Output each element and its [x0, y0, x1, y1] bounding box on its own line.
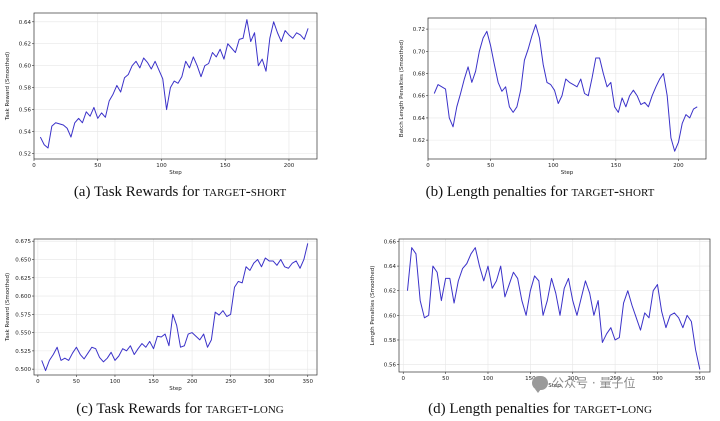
plot-frame [427, 17, 707, 160]
caption-a: (a) Task Rewards for target-short [0, 184, 360, 201]
x-tick-label: 300 [264, 379, 275, 385]
y-axis-label: Task Reward (Smoothed) [5, 273, 11, 342]
x-tick-label: 350 [302, 379, 313, 385]
x-tick-label: 200 [187, 379, 198, 385]
y-tick-label: 0.500 [15, 367, 31, 373]
x-tick-label: 50 [73, 379, 80, 385]
y-tick-label: 0.58 [384, 338, 397, 344]
x-axis-label: Step [548, 383, 561, 389]
x-tick-label: 350 [695, 376, 706, 382]
y-tick-label: 0.56 [19, 108, 32, 114]
y-tick-label: 0.64 [413, 116, 426, 122]
chart-a: 0.52 0.54 0.56 0.58 0.60 0.62 0.64 0 50 100 150 200… [5, 12, 318, 176]
caption-a-smallcaps: target-short [203, 184, 287, 200]
chart-b: 0.62 0.64 0.66 0.68 0.70 0.72 0 50 100 150 200 Step… [399, 17, 707, 176]
y-tick-label: 0.68 [413, 72, 426, 78]
panel-c: 0.500 0.525 0.550 0.575 0.600 0.625 0.650 0.675… [0, 225, 360, 421]
x-axis-label: Step [169, 386, 182, 392]
x-tick-label: 150 [148, 379, 159, 385]
y-tick-label: 0.64 [19, 20, 32, 26]
caption-d-smallcaps: target-long [573, 401, 652, 417]
y-tick-label: 0.66 [384, 239, 397, 245]
x-tick-label: 0 [32, 163, 36, 169]
x-axis-label: Step [561, 170, 574, 176]
caption-d-prefix: (d) Length penalties for [428, 401, 574, 417]
x-tick-label: 50 [442, 376, 449, 382]
x-tick-label: 0 [401, 376, 405, 382]
x-tick-label: 100 [483, 376, 494, 382]
y-axis-label: Length Penalties (Smoothed) [370, 266, 376, 346]
panel-b: 0.62 0.64 0.66 0.68 0.70 0.72 0 50 100 150 200 Step… [360, 0, 720, 210]
x-tick-label: 0 [426, 163, 430, 169]
chart-c: 0.500 0.525 0.550 0.575 0.600 0.625 0.650 0.675… [5, 238, 318, 392]
plot-frame [398, 238, 711, 373]
plot-frame [33, 12, 318, 160]
panel-a: 0.52 0.54 0.56 0.58 0.60 0.62 0.64 0 50 100 150 200… [0, 0, 360, 210]
series-line [406, 247, 701, 370]
y-tick-label: 0.54 [19, 130, 32, 136]
x-tick-label: 200 [673, 163, 684, 169]
plot-frame [33, 238, 318, 376]
y-tick-label: 0.575 [15, 312, 31, 318]
y-tick-label: 0.62 [413, 138, 425, 144]
x-tick-label: 50 [487, 163, 494, 169]
panel-d: 0.56 0.58 0.60 0.62 0.64 0.66 0 50 100 150 200 250 3… [360, 225, 720, 421]
y-tick-label: 0.72 [413, 27, 425, 33]
x-tick-label: 200 [567, 376, 578, 382]
y-tick-label: 0.60 [384, 313, 397, 319]
y-tick-label: 0.70 [413, 49, 426, 55]
chart-d: 0.56 0.58 0.60 0.62 0.64 0.66 0 50 100 150 200 250 3… [370, 238, 711, 389]
caption-c-prefix: (c) Task Rewards for [76, 401, 206, 417]
y-tick-label: 0.62 [19, 42, 31, 48]
y-tick-label: 0.52 [19, 152, 31, 158]
series-line [433, 24, 698, 152]
y-tick-label: 0.66 [413, 94, 426, 100]
y-tick-label: 0.62 [384, 289, 396, 295]
x-tick-label: 200 [284, 163, 295, 169]
caption-b-prefix: (b) Length penalties for [425, 184, 572, 200]
x-tick-label: 250 [610, 376, 621, 382]
caption-c-smallcaps: target-long [205, 401, 284, 417]
caption-b-smallcaps: target-short [571, 184, 655, 200]
x-tick-label: 0 [36, 379, 40, 385]
caption-b: (b) Length penalties for target-short [360, 184, 720, 201]
y-tick-label: 0.600 [15, 294, 31, 300]
x-tick-label: 150 [220, 163, 231, 169]
caption-d: (d) Length penalties for target-long [360, 401, 720, 418]
y-tick-label: 0.525 [15, 349, 31, 355]
caption-c: (c) Task Rewards for target-long [0, 401, 360, 418]
y-tick-label: 0.64 [384, 264, 397, 270]
watermark: 公众号 · 量子位 [532, 374, 636, 393]
y-tick-label: 0.60 [19, 64, 32, 70]
caption-a-prefix: (a) Task Rewards for [73, 184, 204, 200]
x-tick-label: 150 [525, 376, 536, 382]
y-tick-label: 0.650 [15, 257, 31, 263]
y-axis-label: Batch Length Penalties (Smoothed) [399, 40, 405, 137]
series-line [39, 19, 309, 149]
watermark-text: 公众号 · 量子位 [552, 376, 636, 390]
y-axis-label: Task Reward (Smoothed) [5, 52, 11, 121]
x-tick-label: 50 [94, 163, 101, 169]
y-tick-label: 0.550 [15, 331, 31, 337]
series-line [41, 243, 309, 372]
x-tick-label: 100 [110, 379, 121, 385]
x-axis-label: Step [169, 170, 182, 176]
y-tick-label: 0.675 [15, 239, 31, 245]
x-tick-label: 100 [548, 163, 559, 169]
x-tick-label: 250 [225, 379, 236, 385]
y-tick-label: 0.56 [384, 363, 397, 369]
wechat-bubble-icon [532, 375, 548, 393]
y-tick-label: 0.625 [15, 276, 31, 282]
x-tick-label: 100 [156, 163, 167, 169]
x-tick-label: 150 [611, 163, 622, 169]
x-tick-label: 300 [652, 376, 663, 382]
y-tick-label: 0.58 [19, 86, 32, 92]
